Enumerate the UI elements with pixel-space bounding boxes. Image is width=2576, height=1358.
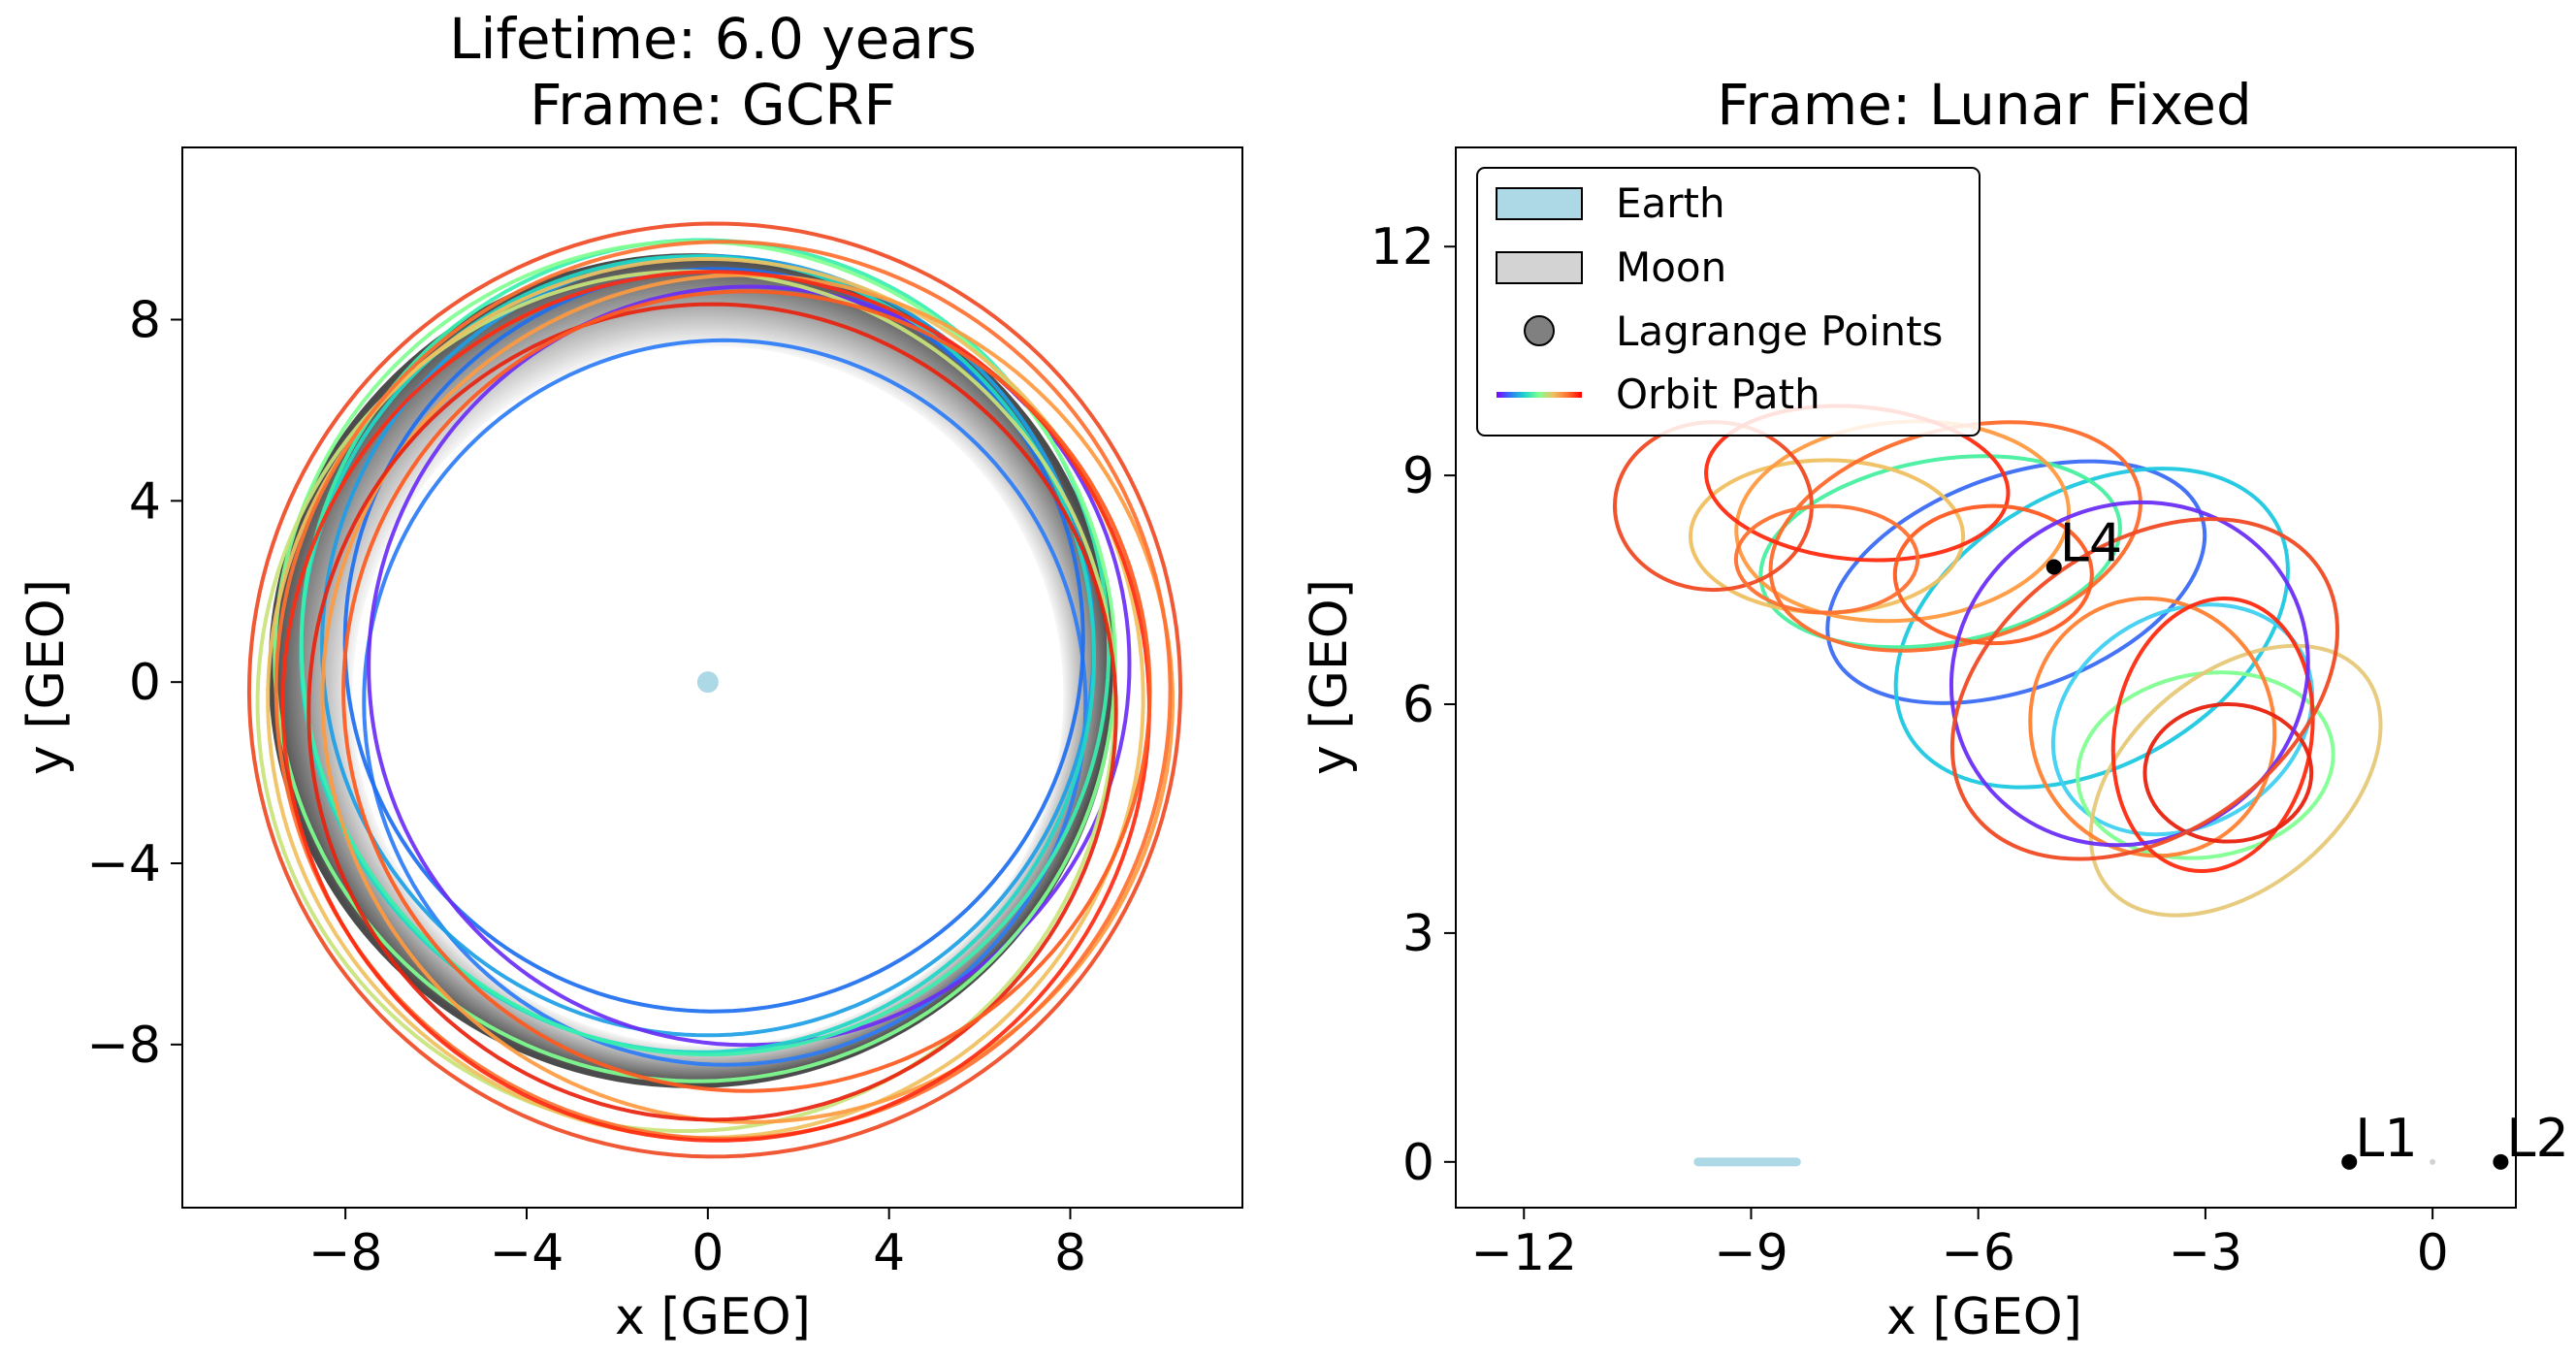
orbit-loop [2110, 596, 2315, 873]
orbit-ring [341, 289, 1152, 1093]
lunar-fixed-panel: Frame: Lunar Fixed −12 −9 −6 −3 0 0 3 6 9 12 x [… [1301, 72, 2517, 1346]
orbit-loop [1892, 503, 2094, 646]
legend-earth-swatch [1496, 187, 1583, 220]
orbit-ring [306, 302, 1118, 1122]
ytick-label: −4 [86, 835, 161, 893]
gcrf-plot-frame [181, 146, 1243, 1209]
legend-orbit-gradient [1497, 392, 1582, 398]
xtick-label: −9 [1714, 1224, 1788, 1282]
ytick-label: 0 [129, 654, 161, 712]
xtick-label: 0 [2417, 1224, 2449, 1282]
lagrange-label-l1: L1 [2355, 1108, 2417, 1169]
orbit-loop [2028, 596, 2277, 858]
lagrange-point-l2 [2493, 1153, 2509, 1170]
xtick-label: −3 [2169, 1224, 2243, 1282]
orbit-loop [2050, 602, 2315, 837]
lagrange-label-l4: L4 [2060, 512, 2122, 573]
legend: Earth Moon Lagrange Points Orbit Path [1476, 167, 1980, 436]
lunar-title: Frame: Lunar Fixed [1717, 72, 2252, 138]
gcrf-ylabel: y [GEO] [17, 579, 76, 775]
orbit-loop [2076, 670, 2335, 860]
legend-box [1476, 167, 1980, 436]
orbit-ring [299, 238, 1111, 1057]
gcrf-xlabel: x [GEO] [615, 1288, 811, 1346]
orbit-ring [274, 240, 1173, 1141]
gcrf-title-line2: Frame: GCRF [530, 72, 896, 138]
gcrf-title-line1: Lifetime: 6.0 years [449, 6, 977, 72]
lunar-ylabel: y [GEO] [1301, 579, 1359, 775]
orbit-ring [320, 253, 1096, 1038]
ytick-label: 12 [1370, 218, 1434, 276]
ytick-label: 9 [1402, 447, 1434, 505]
lunar-xlabel: x [GEO] [1886, 1288, 2082, 1346]
lagrange-point-l4 [2045, 559, 2062, 575]
ytick-label: 3 [1402, 905, 1434, 963]
lagrange-label-l2: L2 [2506, 1108, 2568, 1169]
xtick-label: −12 [1470, 1224, 1577, 1282]
orbit-ring [246, 221, 1183, 1159]
lunar-plot-frame [1455, 146, 2517, 1209]
orbit-ring [362, 338, 1088, 1067]
lagrange-point-l1 [2341, 1153, 2358, 1170]
orbit-loop [2142, 702, 2314, 844]
xtick-label: 8 [1054, 1224, 1086, 1282]
legend-lagrange-marker [1524, 315, 1555, 346]
orbit-ring [280, 270, 1151, 1143]
legend-lagrange-label: Lagrange Points [1616, 307, 1943, 355]
legend-moon-label: Moon [1616, 243, 1726, 291]
legend-orbit-gradient-line [1497, 392, 1582, 398]
ytick-label: −8 [86, 1017, 161, 1075]
orbit-loop [1825, 459, 2207, 705]
ytick-label: 6 [1402, 676, 1434, 734]
legend-earth-label: Earth [1616, 179, 1725, 227]
xtick-label: −6 [1941, 1224, 2015, 1282]
xtick-label: −4 [490, 1224, 564, 1282]
legend-orbit-label: Orbit Path [1616, 371, 1820, 418]
ytick-label: 8 [129, 291, 161, 349]
legend-moon-swatch [1496, 251, 1583, 284]
xtick-label: 0 [692, 1224, 724, 1282]
orbit-loop [1949, 517, 2339, 861]
moon-marker [2430, 1158, 2436, 1165]
ytick-label: 4 [129, 472, 161, 531]
orbit-loop [2088, 643, 2383, 918]
ytick-label: 0 [1402, 1134, 1434, 1192]
orbit-loop [1733, 503, 1920, 615]
earth-marker [696, 671, 719, 694]
xtick-label: 4 [873, 1224, 905, 1282]
xtick-label: −8 [308, 1224, 383, 1282]
gcrf-panel: Lifetime: 6.0 years Frame: GCRF −8 −4 0 4 8 … [17, 6, 1243, 1346]
